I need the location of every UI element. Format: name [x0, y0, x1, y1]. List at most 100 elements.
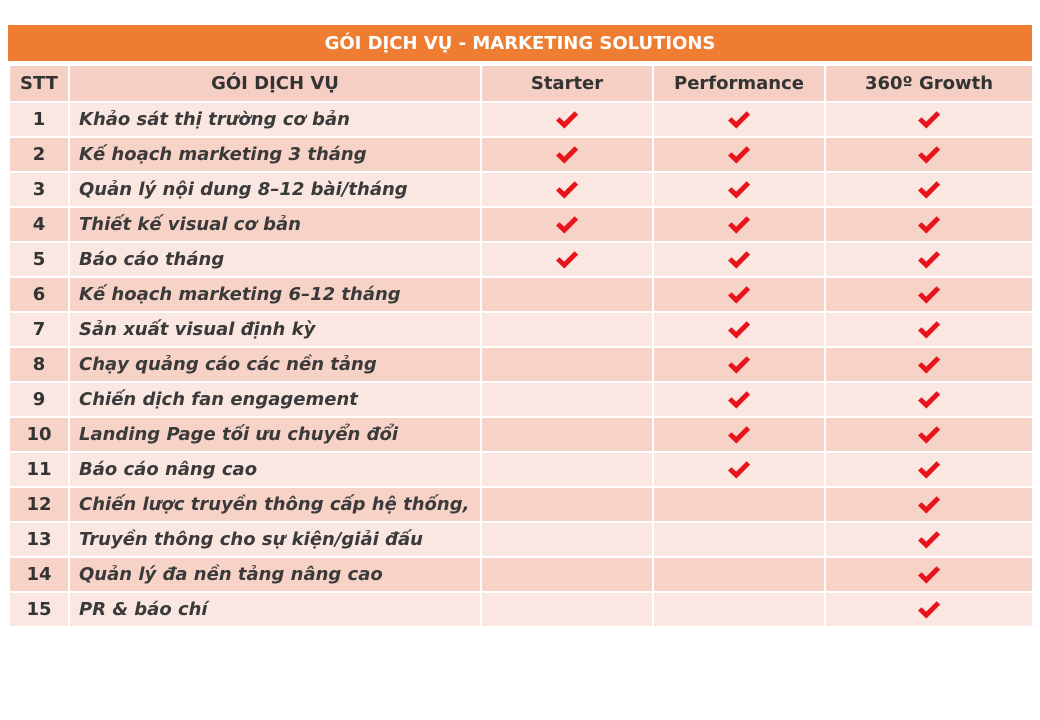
header-starter: Starter — [480, 64, 654, 103]
check-mark-icon — [554, 144, 580, 166]
service-name: Báo cáo tháng — [68, 241, 482, 278]
check-mark-icon — [726, 214, 752, 236]
table-row: 13 Truyền thông cho sự kiện/giải đấu — [8, 521, 1034, 558]
cell-growth — [824, 521, 1034, 558]
header-growth: 360º Growth — [824, 64, 1034, 103]
cell-performance — [652, 311, 826, 348]
service-name: Kế hoạch marketing 3 tháng — [68, 136, 482, 173]
cell-growth — [824, 311, 1034, 348]
service-name: Quản lý đa nền tảng nâng cao — [68, 556, 482, 593]
table-row: 6 Kế hoạch marketing 6–12 tháng — [8, 276, 1034, 313]
check-mark-icon — [726, 389, 752, 411]
table-row: 15 PR & báo chí — [8, 591, 1034, 628]
cell-growth — [824, 346, 1034, 383]
cell-starter — [480, 591, 654, 628]
row-number: 10 — [8, 416, 70, 453]
service-name: Quản lý nội dung 8–12 bài/tháng — [68, 171, 482, 208]
cell-growth — [824, 276, 1034, 313]
row-number: 2 — [8, 136, 70, 173]
service-name: Chiến lược truyền thông cấp hệ thống, — [68, 486, 482, 523]
check-mark-icon — [726, 144, 752, 166]
row-number: 14 — [8, 556, 70, 593]
row-number: 15 — [8, 591, 70, 628]
check-mark-icon — [726, 424, 752, 446]
cell-starter — [480, 556, 654, 593]
check-mark-icon — [916, 214, 942, 236]
cell-performance — [652, 136, 826, 173]
check-mark-icon — [916, 319, 942, 341]
cell-starter — [480, 206, 654, 243]
row-number: 12 — [8, 486, 70, 523]
service-name: Kế hoạch marketing 6–12 tháng — [68, 276, 482, 313]
table-row: 1 Khảo sát thị trường cơ bản — [8, 101, 1034, 138]
row-number: 8 — [8, 346, 70, 383]
table-row: 12 Chiến lược truyền thông cấp hệ thống, — [8, 486, 1034, 523]
service-package-table: GÓI DỊCH VỤ - MARKETING SOLUTIONS STT GÓ… — [8, 25, 1034, 628]
check-mark-icon — [916, 459, 942, 481]
cell-growth — [824, 381, 1034, 418]
check-mark-icon — [554, 179, 580, 201]
check-mark-icon — [916, 389, 942, 411]
cell-starter — [480, 486, 654, 523]
cell-starter — [480, 451, 654, 488]
check-mark-icon — [726, 284, 752, 306]
table-row: 5 Báo cáo tháng — [8, 241, 1034, 278]
check-mark-icon — [916, 564, 942, 586]
cell-growth — [824, 206, 1034, 243]
check-mark-icon — [916, 494, 942, 516]
check-mark-icon — [726, 459, 752, 481]
service-name: Báo cáo nâng cao — [68, 451, 482, 488]
check-mark-icon — [916, 354, 942, 376]
check-mark-icon — [726, 354, 752, 376]
service-name: Khảo sát thị trường cơ bản — [68, 101, 482, 138]
table-row: 7 Sản xuất visual định kỳ — [8, 311, 1034, 348]
cell-growth — [824, 416, 1034, 453]
table-row: 4 Thiết kế visual cơ bản — [8, 206, 1034, 243]
cell-starter — [480, 416, 654, 453]
cell-performance — [652, 276, 826, 313]
check-mark-icon — [554, 109, 580, 131]
check-mark-icon — [916, 109, 942, 131]
row-number: 5 — [8, 241, 70, 278]
table-row: 2 Kế hoạch marketing 3 tháng — [8, 136, 1034, 173]
header-stt: STT — [8, 64, 70, 103]
table-row: 9 Chiến dịch fan engagement — [8, 381, 1034, 418]
service-name: PR & báo chí — [68, 591, 482, 628]
service-name: Landing Page tối ưu chuyển đổi — [68, 416, 482, 453]
check-mark-icon — [916, 529, 942, 551]
cell-performance — [652, 171, 826, 208]
header-row: STT GÓI DỊCH VỤ Starter Performance 360º… — [8, 64, 1034, 103]
service-name: Sản xuất visual định kỳ — [68, 311, 482, 348]
cell-growth — [824, 451, 1034, 488]
header-performance: Performance — [652, 64, 826, 103]
table-title: GÓI DỊCH VỤ - MARKETING SOLUTIONS — [8, 25, 1032, 64]
cell-growth — [824, 486, 1034, 523]
cell-starter — [480, 346, 654, 383]
cell-growth — [824, 556, 1034, 593]
row-number: 9 — [8, 381, 70, 418]
check-mark-icon — [916, 249, 942, 271]
table-row: 8 Chạy quảng cáo các nền tảng — [8, 346, 1034, 383]
service-name: Chạy quảng cáo các nền tảng — [68, 346, 482, 383]
row-number: 4 — [8, 206, 70, 243]
row-number: 13 — [8, 521, 70, 558]
check-mark-icon — [726, 179, 752, 201]
check-mark-icon — [554, 214, 580, 236]
check-mark-icon — [916, 284, 942, 306]
check-mark-icon — [916, 144, 942, 166]
cell-growth — [824, 591, 1034, 628]
table-row: 10 Landing Page tối ưu chuyển đổi — [8, 416, 1034, 453]
row-number: 6 — [8, 276, 70, 313]
table-row: 11 Báo cáo nâng cao — [8, 451, 1034, 488]
cell-starter — [480, 101, 654, 138]
cell-starter — [480, 276, 654, 313]
cell-performance — [652, 206, 826, 243]
cell-starter — [480, 311, 654, 348]
row-number: 3 — [8, 171, 70, 208]
check-mark-icon — [726, 249, 752, 271]
cell-starter — [480, 381, 654, 418]
header-service: GÓI DỊCH VỤ — [68, 64, 482, 103]
row-number: 11 — [8, 451, 70, 488]
cell-performance — [652, 241, 826, 278]
cell-starter — [480, 171, 654, 208]
